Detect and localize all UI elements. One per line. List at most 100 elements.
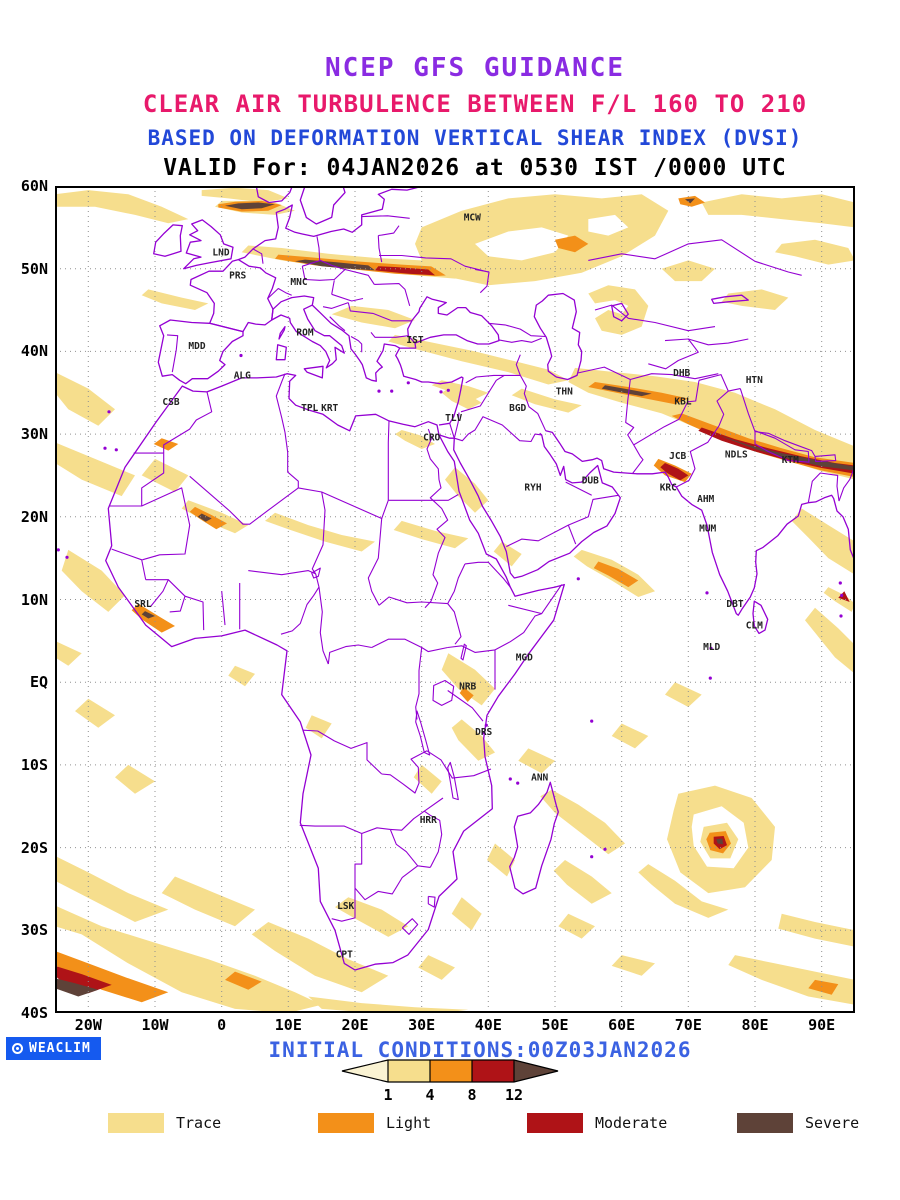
scale-tick-label: 12 (505, 1086, 523, 1104)
coastline (275, 344, 287, 361)
country-border (221, 591, 226, 626)
country-border (389, 829, 431, 868)
country-border (424, 428, 449, 609)
turbulence-area (395, 430, 435, 449)
city-labels: MCW LND PRS MNC ROM IST MDD ALG CSB TPL KRT TLV CRO B… (134, 213, 799, 961)
city-label: MDD (188, 341, 205, 352)
city-label: DRS (475, 727, 492, 738)
island-dot (103, 446, 107, 450)
country-border (370, 332, 409, 338)
map-frame (55, 186, 855, 1013)
country-border (379, 254, 489, 273)
coastline (311, 304, 401, 382)
lake-outline (311, 567, 321, 579)
turbulence-area (558, 913, 595, 939)
country-border (415, 647, 423, 720)
country-border (460, 374, 505, 413)
coastline (238, 186, 421, 261)
country-border (299, 824, 362, 835)
city-label: LSK (337, 901, 354, 912)
country-border (449, 423, 455, 439)
island-dot (705, 591, 709, 595)
city-label: ANN (531, 773, 548, 784)
city-label: CSB (162, 397, 179, 408)
coastline (183, 219, 234, 270)
city-label: MLD (703, 642, 720, 653)
coastline (438, 432, 621, 579)
turbulence-map: MCW LND PRS MNC ROM IST MDD ALG CSB TPL KRT TLV CRO B… (55, 186, 855, 1013)
lake-outline (447, 761, 459, 801)
city-label: CRO (423, 433, 440, 444)
coastline (545, 430, 855, 616)
turbulence-area (308, 996, 469, 1013)
city-label: HRR (420, 815, 437, 826)
lon-tick-label: 20E (341, 1016, 369, 1034)
city-label: KRC (660, 482, 677, 493)
coastline (278, 325, 286, 340)
lon-tick-label: 90E (808, 1016, 836, 1034)
country-border (316, 236, 321, 262)
turbulence-area (141, 458, 189, 492)
country-border (447, 563, 466, 604)
coastline (711, 294, 749, 305)
turbulence-area (115, 764, 155, 794)
country-border (109, 453, 165, 507)
country-border (141, 487, 191, 561)
legend-swatch-moderate (527, 1113, 583, 1133)
legend-swatch-light (318, 1113, 374, 1133)
city-label: TPL (301, 403, 318, 414)
island-dot (839, 614, 843, 618)
turbulence-area (141, 611, 155, 619)
country-border (331, 293, 364, 302)
turbulence-area (661, 260, 715, 282)
island-dot (239, 353, 243, 358)
country-border (664, 338, 749, 346)
island-dot (603, 847, 607, 851)
country-border (378, 225, 400, 237)
legend-item-severe: Severe (737, 1113, 859, 1133)
turbulence-area (823, 587, 855, 612)
country-border (354, 865, 419, 901)
country-border (329, 316, 346, 332)
country-border (298, 487, 389, 520)
legend-label: Light (386, 1114, 432, 1132)
coastline (153, 224, 183, 257)
country-border (301, 259, 346, 281)
country-border (567, 524, 577, 545)
island-dot (576, 577, 580, 581)
country-border (578, 366, 631, 380)
country-border (361, 215, 410, 219)
lat-tick-label: 60N (20, 177, 48, 195)
scale-segment (430, 1060, 472, 1082)
country-border (331, 888, 356, 922)
country-border (267, 287, 292, 299)
intensity-scale: 1 4 8 12 (341, 1059, 559, 1104)
turbulence-area (685, 198, 695, 204)
city-label: ROM (296, 328, 313, 339)
city-label: LND (212, 248, 229, 259)
country-border (111, 548, 147, 580)
island-dot (708, 676, 712, 680)
lat-tick-label: EQ (29, 673, 48, 692)
turbulence-area (131, 603, 175, 633)
country-border (184, 595, 205, 631)
turbulence-area (511, 388, 582, 413)
country-border (630, 373, 719, 381)
island-dot (377, 389, 381, 393)
turbulence-area (228, 665, 255, 687)
island-dot (446, 388, 450, 392)
country-border (302, 729, 383, 775)
country-border (508, 604, 542, 615)
country-border (361, 827, 391, 835)
country-border (327, 644, 372, 665)
country-border (447, 645, 496, 653)
map-linework (56, 186, 855, 971)
lon-tick-label: 50E (541, 1016, 569, 1034)
island-dot (482, 731, 486, 735)
city-label: THN (556, 386, 573, 397)
turbulence-area (778, 913, 855, 947)
city-label: NRB (459, 682, 476, 693)
turbulence-area (161, 876, 255, 927)
country-border (465, 374, 521, 384)
turbulence-area (55, 372, 115, 426)
